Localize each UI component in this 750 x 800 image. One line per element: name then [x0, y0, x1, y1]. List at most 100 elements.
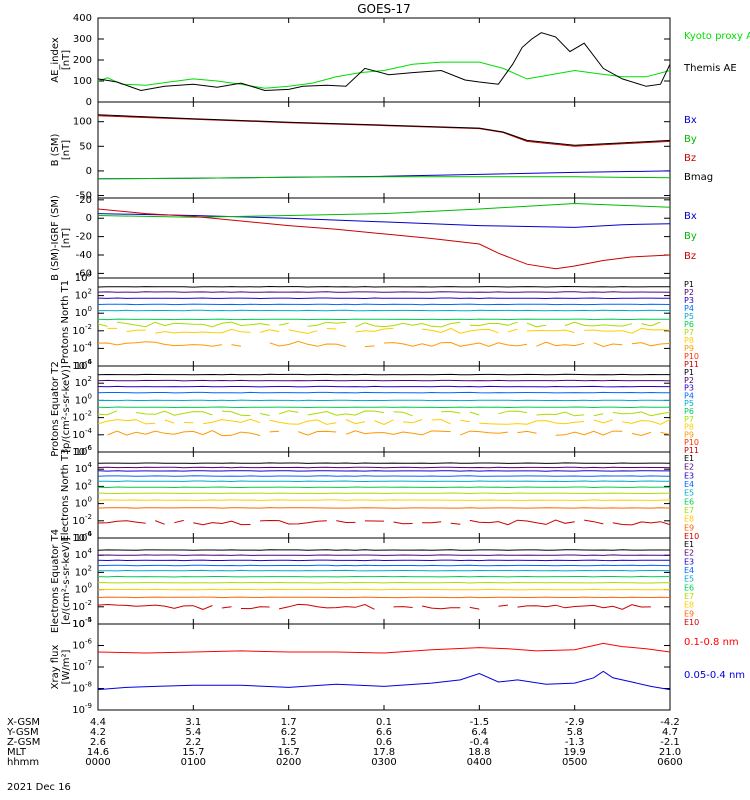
y-tick-label-exp: -2: [85, 599, 92, 607]
y-tick-label-exp: -9: [85, 702, 92, 710]
y-tick-label: 100: [75, 582, 92, 596]
y-axis-label-line1: B (SM): [50, 133, 61, 166]
series-line-p5: [98, 309, 670, 312]
panel-frame: [97, 537, 671, 625]
plot-title: GOES-17: [357, 2, 411, 16]
legend-bmag: Bmag: [684, 172, 713, 183]
y-tick-label-exp: 0: [88, 496, 92, 504]
panel-frame: [97, 277, 671, 367]
y-tick-label-base: 10: [75, 585, 88, 596]
y-axis-label: B (SM)-IGRF (SM)[nT]: [50, 195, 72, 281]
orbit-value: -2.9: [565, 717, 585, 728]
y-tick-label-base: 10: [72, 619, 85, 630]
series-line-p8: [97, 418, 671, 425]
y-tick-label: 10-6: [72, 358, 92, 372]
legend-e1: E1: [684, 454, 694, 463]
series-line-p1: [97, 285, 670, 288]
legend-by: By: [684, 134, 697, 145]
y-tick-label-exp: -7: [85, 659, 92, 667]
y-tick-label-exp: 2: [88, 478, 92, 486]
legend-themis-ae: Themis AE: [683, 63, 737, 74]
y-tick-label-exp: 2: [88, 288, 92, 296]
y-tick-label-exp: -5: [85, 616, 92, 624]
y-axis-label: Electrons North T3: [60, 448, 71, 541]
series-line-themis-ae: [97, 32, 671, 92]
legend-p5: P5: [684, 399, 694, 408]
y-tick-label-exp: -6: [85, 444, 93, 452]
legend-0-1-0-8-nm: 0.1-0.8 nm: [684, 637, 739, 648]
y-tick-label: 50: [79, 141, 92, 152]
y-tick-label: 10-9: [72, 702, 92, 716]
orbit-table: X-GSM 4.4 3.1 1.7 0.1 -1.5 -2.9 -4.2 Y-GSM 4.2 5.4…: [6, 717, 683, 768]
legend-bx: Bx: [684, 211, 697, 222]
series-line-bx: [97, 170, 671, 180]
series-line-by: [97, 202, 671, 218]
y-tick-label: 10-2: [72, 323, 92, 337]
series-line-p7: [98, 322, 670, 327]
legend-e6: E6: [684, 583, 694, 592]
series-line-p8: [107, 327, 671, 334]
y-tick-label: 10-6: [72, 638, 92, 652]
panel-frame: [97, 17, 671, 103]
orbit-value: 14.6: [87, 747, 109, 758]
y-tick-label-exp: -4: [85, 340, 93, 348]
series-line-e10: [98, 604, 670, 609]
series-line-e6: [97, 575, 670, 578]
legend-bz: Bz: [684, 251, 696, 262]
orbit-value: 0500: [562, 757, 587, 768]
legend-p4: P4: [684, 304, 694, 313]
y-tick-label-base: 10: [72, 641, 85, 652]
legend-p8: P8: [684, 336, 694, 345]
y-tick-label-exp: -6: [85, 358, 93, 366]
y-tick-label: 100: [73, 117, 92, 128]
y-tick-label: 104: [75, 461, 93, 475]
orbit-value: 0.6: [376, 737, 392, 748]
y-tick-label-exp: -2: [85, 410, 92, 418]
y-tick-label-base: 10: [72, 343, 85, 354]
panel-1: 0 100 200 300 400 AE_index[nT] Kyoto proxy AE T…: [50, 13, 750, 108]
legend-p10: P10: [684, 352, 699, 361]
legend-e7: E7: [684, 506, 694, 515]
orbit-value: -2.1: [660, 737, 680, 748]
series-line-e10: [97, 519, 671, 526]
y-tick-label: 10-4: [72, 616, 92, 630]
legend-p4: P4: [684, 391, 694, 400]
legend-p2: P2: [684, 288, 694, 297]
y-tick-label: 102: [75, 375, 92, 389]
legend-p7: P7: [684, 328, 694, 337]
legend-p1: P1: [684, 280, 694, 289]
y-axis-label-line2: [e/(cm²-s-sr-keV)]: [61, 537, 72, 625]
series-line-p2: [97, 291, 671, 293]
y-tick-label-exp: 4: [88, 358, 93, 366]
legend-p7: P7: [684, 415, 694, 424]
series-line-e8: [97, 588, 671, 591]
legend-e9: E9: [684, 609, 694, 618]
legend-0-05-0-4-nm: 0.05-0.4 nm: [684, 670, 745, 681]
y-tick-label-exp: -2: [85, 513, 92, 521]
y-tick-label: -40: [76, 250, 92, 261]
series-line-e8: [97, 499, 671, 501]
y-tick-label: 0: [86, 213, 92, 224]
y-tick-label-base: 10: [75, 291, 88, 302]
orbit-value: 1.5: [281, 737, 297, 748]
y-tick-label: 100: [75, 305, 92, 319]
series-line-e5: [97, 480, 670, 483]
panel-frame: [97, 197, 671, 279]
series-line-p3: [97, 297, 670, 300]
legend-e2: E2: [684, 463, 694, 472]
y-tick-label: 102: [75, 288, 92, 302]
y-axis-label-line2: [p/(cm²-s-sr-keV)]: [61, 365, 72, 453]
series-line-p1: [97, 373, 670, 376]
y-tick-label: 0: [86, 166, 92, 177]
y-tick-label-base: 10: [75, 481, 88, 492]
orbit-value: -0.4: [470, 737, 490, 748]
y-tick-label: -20: [76, 232, 92, 243]
series-line-e4: [97, 564, 671, 567]
orbit-row-label: hhmm: [7, 757, 39, 768]
y-tick-label: -50: [76, 191, 92, 202]
y-tick-label: 102: [75, 478, 92, 492]
series-line-e3: [97, 470, 670, 472]
legend-e1: E1: [684, 540, 694, 549]
